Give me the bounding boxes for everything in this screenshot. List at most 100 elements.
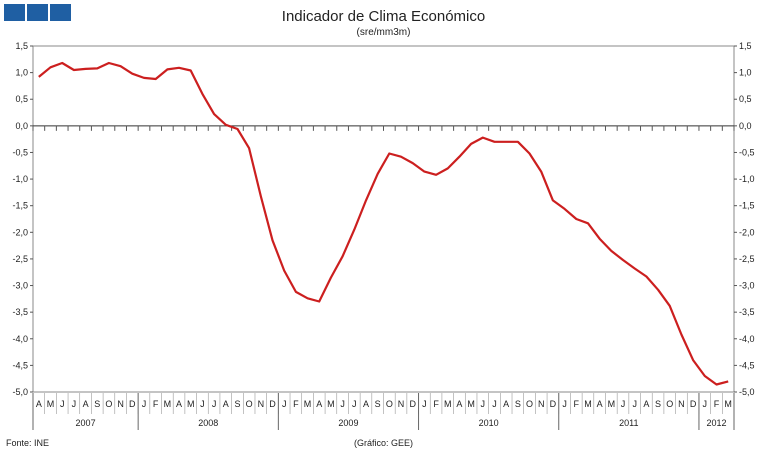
logo-block-2: [27, 4, 48, 21]
month-label: A: [36, 399, 42, 409]
month-label: O: [526, 399, 533, 409]
month-label: J: [703, 399, 708, 409]
month-label: S: [515, 399, 521, 409]
month-label: A: [456, 399, 462, 409]
y-tick-label-left: 1,5: [15, 41, 28, 51]
month-label: J: [282, 399, 287, 409]
month-label: J: [352, 399, 357, 409]
month-label: J: [72, 399, 77, 409]
month-label: J: [492, 399, 497, 409]
month-label: J: [422, 399, 427, 409]
month-label: J: [562, 399, 567, 409]
y-tick-label-left: -1,5: [12, 201, 28, 211]
month-label: M: [47, 399, 55, 409]
month-label: M: [327, 399, 335, 409]
month-label: S: [94, 399, 100, 409]
month-label: S: [234, 399, 240, 409]
month-label: J: [60, 399, 65, 409]
y-tick-label-right: 1,5: [739, 41, 752, 51]
y-tick-label-left: 0,5: [15, 94, 28, 104]
year-label: 2007: [76, 418, 96, 428]
month-label: S: [375, 399, 381, 409]
year-label: 2009: [338, 418, 358, 428]
chart-title: Indicador de Clima Económico: [281, 8, 486, 25]
month-label: F: [153, 399, 159, 409]
month-label: M: [304, 399, 312, 409]
y-tick-label-right: -5,0: [739, 387, 755, 397]
month-label: O: [666, 399, 673, 409]
month-label: F: [293, 399, 299, 409]
month-label: J: [632, 399, 637, 409]
month-label: F: [574, 399, 580, 409]
month-label: D: [269, 399, 276, 409]
y-tick-label-left: -2,5: [12, 254, 28, 264]
month-label: J: [621, 399, 626, 409]
month-label: J: [481, 399, 486, 409]
year-label: 2011: [619, 418, 638, 428]
y-tick-label-left: -1,0: [12, 174, 28, 184]
month-label: J: [340, 399, 345, 409]
month-label: O: [246, 399, 253, 409]
y-tick-label-right: -1,5: [739, 201, 755, 211]
month-label: D: [409, 399, 416, 409]
y-tick-label-right: -3,5: [739, 307, 755, 317]
y-tick-label-right: -4,0: [739, 334, 755, 344]
month-label: F: [433, 399, 439, 409]
month-label: J: [200, 399, 205, 409]
year-label: 2008: [198, 418, 218, 428]
logo-block-3: [50, 4, 71, 21]
month-label: M: [187, 399, 195, 409]
month-label: S: [655, 399, 661, 409]
month-label: M: [467, 399, 475, 409]
month-label: A: [597, 399, 603, 409]
month-label: A: [83, 399, 89, 409]
credit-note: (Gráfico: GEE): [353, 438, 413, 448]
y-tick-label-left: -4,0: [12, 334, 28, 344]
plot-frame: [32, 45, 735, 393]
month-label: A: [503, 399, 509, 409]
month-label: J: [142, 399, 147, 409]
month-label: D: [129, 399, 136, 409]
month-label: M: [444, 399, 452, 409]
month-label: M: [608, 399, 616, 409]
month-label: D: [550, 399, 557, 409]
month-label: N: [678, 399, 685, 409]
month-label: M: [724, 399, 732, 409]
y-tick-label-right: 1,0: [739, 68, 752, 78]
y-tick-label-right: -2,0: [739, 227, 755, 237]
month-label: A: [643, 399, 649, 409]
month-label: A: [223, 399, 229, 409]
y-tick-label-left: -3,5: [12, 307, 28, 317]
y-tick-label-left: 0,0: [15, 121, 28, 131]
y-tick-label-right: 0,0: [739, 121, 752, 131]
y-tick-label-right: -4,5: [739, 360, 755, 370]
y-tick-label-right: -0,5: [739, 147, 755, 157]
y-tick-label-left: -2,0: [12, 227, 28, 237]
y-tick-label-left: -3,0: [12, 281, 28, 291]
month-label: J: [212, 399, 217, 409]
month-label: O: [386, 399, 393, 409]
source-note: Fonte: INE: [6, 438, 50, 448]
year-label: 2010: [479, 418, 499, 428]
month-label: A: [176, 399, 182, 409]
month-label: D: [690, 399, 697, 409]
y-tick-label-right: -2,5: [739, 254, 755, 264]
year-label: 2012: [706, 418, 726, 428]
month-label: M: [584, 399, 592, 409]
month-label: N: [117, 399, 124, 409]
y-tick-label-left: -4,5: [12, 360, 28, 370]
month-label: N: [398, 399, 405, 409]
y-tick-label-right: 0,5: [739, 94, 752, 104]
y-tick-label-right: -1,0: [739, 174, 755, 184]
month-label: N: [538, 399, 545, 409]
logo: [4, 4, 71, 21]
logo-block-1: [4, 4, 25, 21]
month-label: N: [258, 399, 265, 409]
month-label: A: [363, 399, 369, 409]
y-tick-label-left: 1,0: [15, 68, 28, 78]
chart-subtitle: (sre/mm3m): [356, 27, 411, 38]
y-tick-label-left: -0,5: [12, 147, 28, 157]
series-line: [38, 61, 729, 386]
month-label: M: [164, 399, 172, 409]
